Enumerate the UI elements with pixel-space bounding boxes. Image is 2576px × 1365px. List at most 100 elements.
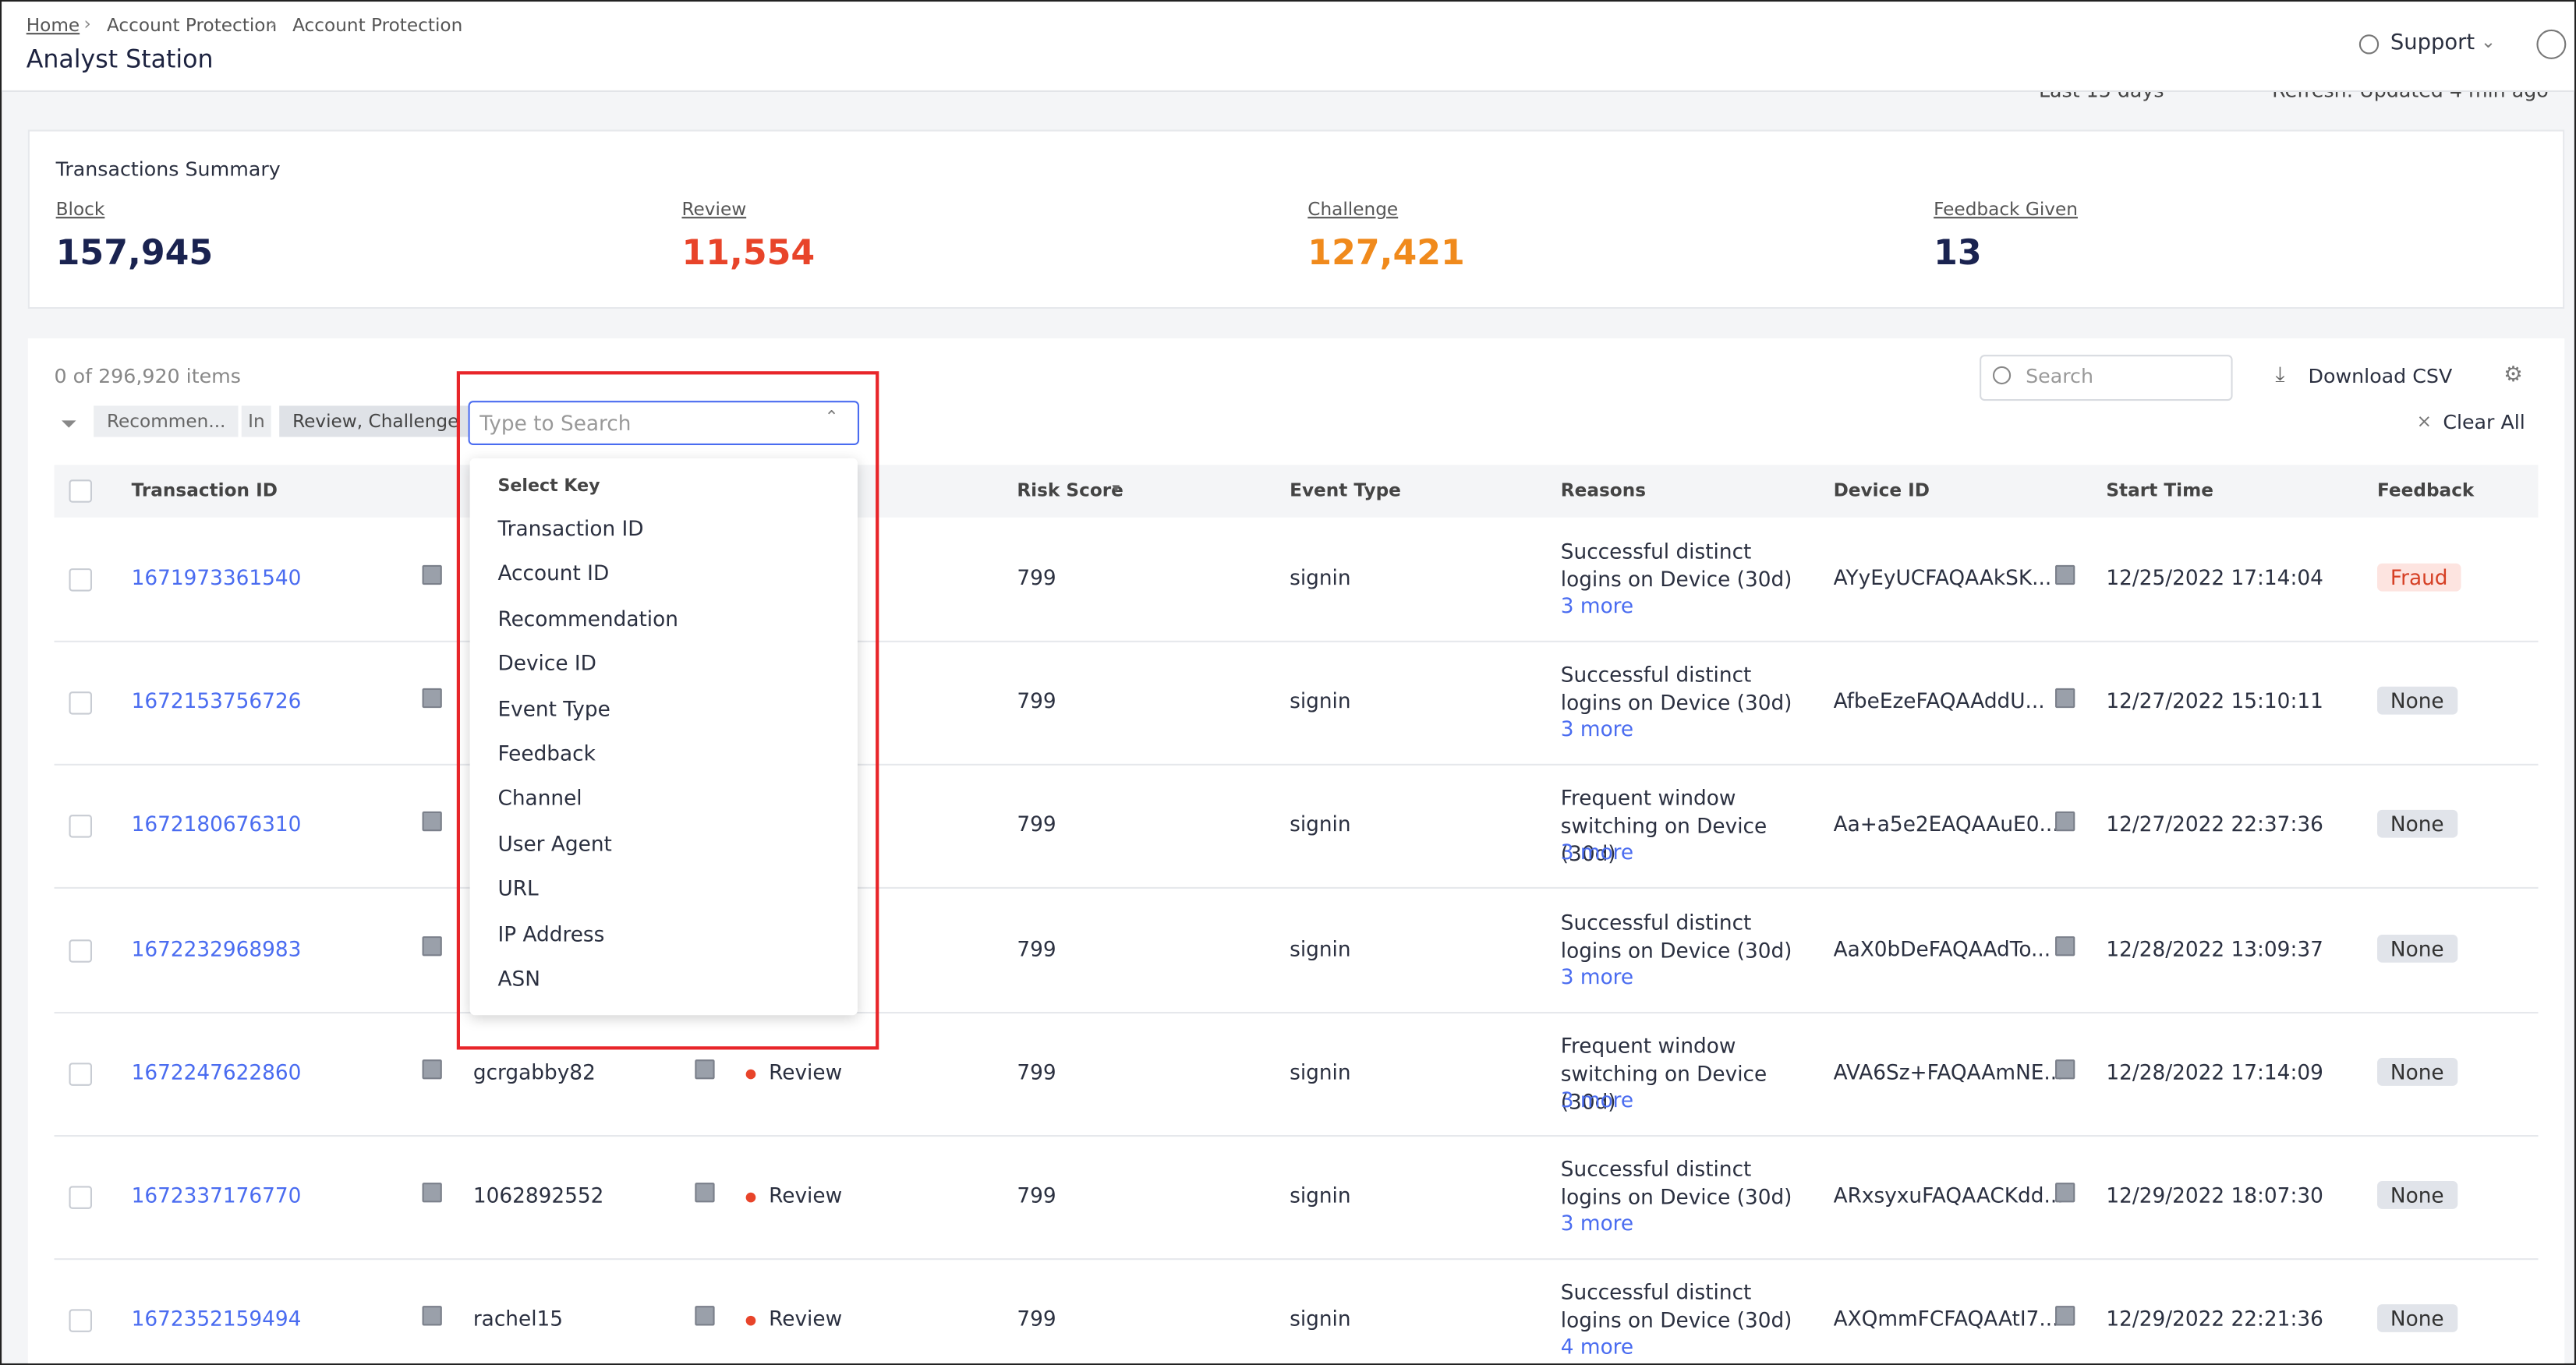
more-link[interactable]: 3 more	[1561, 964, 1633, 988]
search-icon	[1993, 366, 2011, 384]
more-link[interactable]: 3 more	[1561, 593, 1633, 618]
metric-label[interactable]: Challenge	[1307, 199, 1398, 220]
row-checkbox[interactable]	[69, 568, 91, 592]
copy-icon[interactable]	[2055, 812, 2075, 832]
row-checkbox[interactable]	[69, 1310, 91, 1332]
reason: Successful distinct logins on Device (30…	[1561, 1155, 1816, 1211]
support-menu[interactable]: Support	[2390, 31, 2475, 56]
copy-icon[interactable]	[2055, 1307, 2075, 1326]
row-checkbox[interactable]	[69, 1063, 91, 1086]
copy-icon[interactable]	[423, 1059, 442, 1079]
header-checkbox[interactable]	[69, 479, 91, 502]
breadcrumb-item[interactable]: Account Protection	[107, 15, 277, 36]
copy-icon[interactable]	[2055, 1183, 2075, 1202]
row-checkbox[interactable]	[69, 815, 91, 838]
event-type: signin	[1290, 935, 1350, 960]
row-checkbox[interactable]	[69, 939, 91, 962]
transaction-id[interactable]: 1672352159494	[132, 1307, 302, 1331]
transaction-id[interactable]: 1672232968983	[132, 935, 302, 960]
feedback-badge: None	[2377, 1058, 2457, 1086]
search-box[interactable]	[1980, 355, 2232, 401]
download-csv[interactable]: Download CSV	[2309, 365, 2453, 387]
column-header[interactable]: Start Time	[2106, 479, 2213, 500]
start-time: 12/27/2022 22:37:36	[2106, 812, 2323, 837]
risk-score: 799	[1017, 688, 1056, 713]
sort-icon: ▾	[1113, 481, 1120, 497]
metric-label[interactable]: Feedback Given	[1934, 199, 2078, 220]
transaction-id[interactable]: 1672337176770	[132, 1183, 302, 1208]
event-type: signin	[1290, 565, 1350, 590]
copy-icon[interactable]	[423, 1307, 442, 1326]
column-header[interactable]: Device ID	[1834, 479, 1930, 500]
device-id: AfbeEzeFAQAAddU...	[1834, 688, 2045, 713]
account-id: rachel15	[473, 1307, 563, 1331]
copy-icon[interactable]	[695, 1183, 714, 1202]
start-time: 12/28/2022 17:14:09	[2106, 1059, 2323, 1084]
row-divider	[55, 888, 2539, 889]
event-type: signin	[1290, 1183, 1350, 1208]
feedback-badge: None	[2377, 1181, 2457, 1209]
feedback-badge: Fraud	[2377, 564, 2461, 592]
status-dot	[746, 1069, 756, 1079]
copy-icon[interactable]	[423, 935, 442, 955]
copy-icon[interactable]	[423, 565, 442, 585]
filter-op: In	[242, 405, 271, 437]
row-divider	[55, 1135, 2539, 1137]
breadcrumb-item[interactable]: Home	[27, 15, 80, 36]
recommendation: Review	[769, 1059, 842, 1084]
copy-icon[interactable]	[695, 1307, 714, 1326]
copy-icon[interactable]	[2055, 688, 2075, 708]
row-checkbox[interactable]	[69, 1186, 91, 1209]
more-link[interactable]: 3 more	[1561, 1211, 1633, 1236]
transaction-id[interactable]: 1672180676310	[132, 812, 302, 837]
event-type: signin	[1290, 688, 1350, 713]
column-header[interactable]: Feedback	[2377, 479, 2474, 500]
column-header[interactable]: Reasons	[1561, 479, 1646, 500]
metric-value: 11,554	[681, 233, 815, 273]
start-time: 12/27/2022 15:10:11	[2106, 688, 2323, 713]
column-header[interactable]: Transaction ID	[132, 479, 278, 500]
transaction-id[interactable]: 1671973361540	[132, 565, 302, 590]
more-link[interactable]: 4 more	[1561, 1334, 1633, 1359]
filter-icon: ⏷	[61, 412, 76, 437]
recommendation: Review	[769, 1183, 842, 1208]
start-time: 12/28/2022 13:09:37	[2106, 935, 2323, 960]
device-id: ARxsyxuFAQAACKdd...	[1834, 1183, 2064, 1208]
device-id: Aa+a5e2EAQAAuE0...	[1834, 812, 2059, 837]
transaction-id[interactable]: 1672153756726	[132, 688, 302, 713]
copy-icon[interactable]	[2055, 565, 2075, 585]
risk-score: 799	[1017, 1307, 1056, 1331]
copy-icon[interactable]	[423, 812, 442, 832]
filter-key[interactable]: Recommen...	[94, 405, 239, 437]
support-caret: ⌄	[2481, 31, 2496, 52]
device-id: AYyEyUCFAQAAkSK...	[1834, 565, 2052, 590]
risk-score: 799	[1017, 935, 1056, 960]
column-header[interactable]: Event Type	[1290, 479, 1401, 500]
row-checkbox[interactable]	[69, 692, 91, 716]
transaction-id[interactable]: 1672247622860	[132, 1059, 302, 1084]
download-icon: ⤓	[2275, 363, 2284, 388]
copy-icon[interactable]	[2055, 935, 2075, 955]
column-header[interactable]: Risk Score	[1017, 479, 1123, 500]
row-divider	[55, 1011, 2539, 1013]
device-id: AaX0bDeFAQAAdTo...	[1834, 935, 2051, 960]
metric-label[interactable]: Block	[56, 199, 105, 220]
item-count: 0 of 296,920 items	[55, 365, 241, 387]
metric-label[interactable]: Review	[681, 199, 746, 220]
more-link[interactable]: 3 more	[1561, 716, 1633, 741]
clear-all[interactable]: Clear All	[2443, 411, 2525, 433]
user-icon[interactable]	[2536, 30, 2566, 59]
filter-value[interactable]: Review, Challenge	[279, 405, 472, 437]
copy-icon[interactable]	[695, 1059, 714, 1079]
copy-icon[interactable]	[423, 1183, 442, 1202]
more-link[interactable]: 3 more	[1561, 1087, 1633, 1112]
copy-icon[interactable]	[2055, 1059, 2075, 1079]
metric-value: 13	[1934, 233, 1982, 273]
breadcrumb-sep: ›	[270, 13, 277, 34]
more-link[interactable]: 3 more	[1561, 840, 1633, 865]
summary-card	[28, 129, 2564, 309]
start-time: 12/25/2022 17:14:04	[2106, 565, 2323, 590]
copy-icon[interactable]	[423, 688, 442, 708]
reason: Successful distinct logins on Device (30…	[1561, 660, 1816, 716]
